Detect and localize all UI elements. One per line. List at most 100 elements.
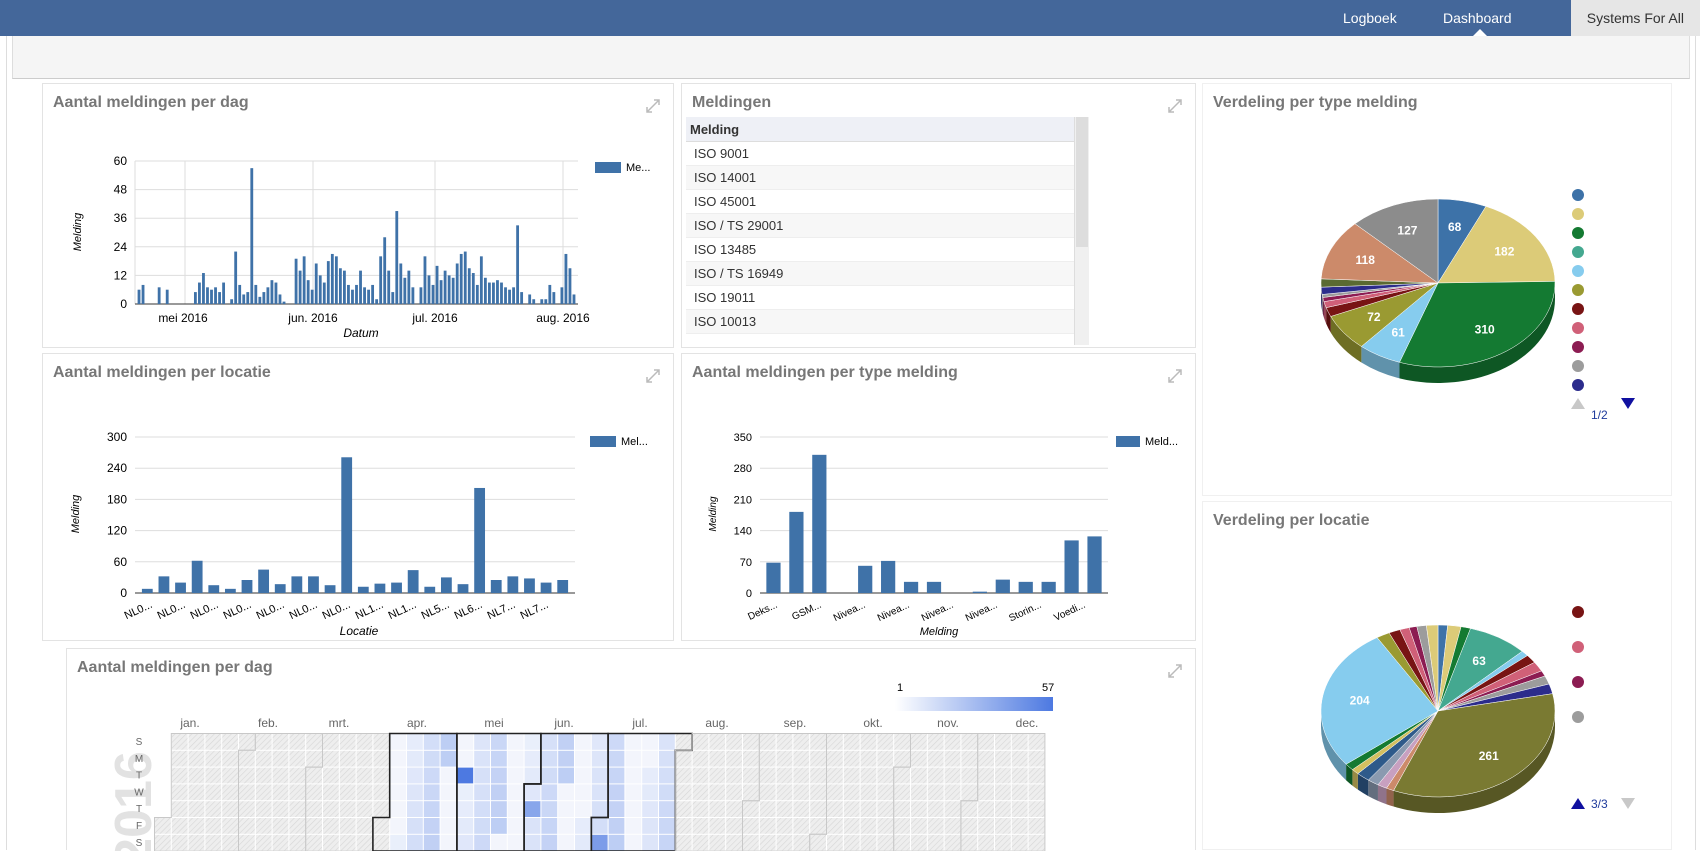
calendar-day-cell[interactable]	[558, 784, 574, 800]
calendar-day-cell[interactable]	[441, 784, 457, 800]
calendar-day-cell[interactable]	[289, 784, 305, 800]
calendar-day-cell[interactable]	[676, 768, 692, 784]
pager-up-icon[interactable]	[1571, 798, 1585, 809]
column-header-melding[interactable]: Melding	[686, 117, 1074, 142]
calendar-day-cell[interactable]	[861, 751, 877, 767]
calendar-day-cell[interactable]	[541, 734, 557, 750]
legend-marker[interactable]	[1572, 189, 1584, 201]
calendar-day-cell[interactable]	[827, 818, 843, 834]
calendar-day-cell[interactable]	[525, 734, 541, 750]
calendar-day-cell[interactable]	[793, 835, 809, 851]
bar[interactable]	[399, 263, 402, 304]
calendar-day-cell[interactable]	[390, 768, 406, 784]
bar[interactable]	[258, 570, 269, 593]
calendar-day-cell[interactable]	[642, 734, 658, 750]
calendar-day-cell[interactable]	[894, 835, 910, 851]
bar[interactable]	[532, 299, 535, 304]
calendar-day-cell[interactable]	[861, 768, 877, 784]
bar[interactable]	[904, 582, 918, 593]
bar[interactable]	[452, 278, 455, 304]
calendar-day-cell[interactable]	[676, 835, 692, 851]
bar[interactable]	[569, 268, 572, 304]
expand-icon[interactable]	[1167, 98, 1183, 114]
calendar-day-cell[interactable]	[407, 835, 423, 851]
calendar-day-cell[interactable]	[273, 784, 289, 800]
bar[interactable]	[573, 294, 576, 304]
calendar-day-cell[interactable]	[239, 818, 255, 834]
calendar-day-cell[interactable]	[894, 734, 910, 750]
bar[interactable]	[500, 283, 503, 304]
calendar-day-cell[interactable]	[474, 835, 490, 851]
bar[interactable]	[484, 278, 487, 304]
bar[interactable]	[444, 271, 447, 304]
legend-label[interactable]: Meld...	[1145, 436, 1178, 448]
calendar-day-cell[interactable]	[424, 784, 440, 800]
calendar-day-cell[interactable]	[961, 751, 977, 767]
bar[interactable]	[1087, 536, 1101, 593]
calendar-day-cell[interactable]	[642, 801, 658, 817]
calendar-day-cell[interactable]	[1029, 734, 1045, 750]
bar[interactable]	[496, 280, 499, 304]
calendar-day-cell[interactable]	[558, 801, 574, 817]
calendar-day-cell[interactable]	[491, 751, 507, 767]
legend-marker[interactable]	[1572, 227, 1584, 239]
calendar-day-cell[interactable]	[357, 784, 373, 800]
calendar-day-cell[interactable]	[172, 734, 188, 750]
calendar-day-cell[interactable]	[911, 835, 927, 851]
calendar-day-cell[interactable]	[306, 818, 322, 834]
bar[interactable]	[395, 211, 398, 304]
table-row[interactable]: ISO 19011	[686, 286, 1074, 310]
calendar-day-cell[interactable]	[894, 801, 910, 817]
calendar-day-cell[interactable]	[323, 818, 339, 834]
bar[interactable]	[303, 256, 306, 304]
bar[interactable]	[250, 168, 253, 304]
calendar-day-cell[interactable]	[810, 751, 826, 767]
calendar-day-cell[interactable]	[625, 784, 641, 800]
calendar-day-cell[interactable]	[827, 768, 843, 784]
calendar-day-cell[interactable]	[323, 835, 339, 851]
calendar-day-cell[interactable]	[205, 751, 221, 767]
calendar-day-cell[interactable]	[592, 784, 608, 800]
bar[interactable]	[307, 280, 310, 304]
bar[interactable]	[456, 263, 459, 304]
bar[interactable]	[973, 592, 987, 593]
bar[interactable]	[411, 287, 414, 304]
bar[interactable]	[540, 299, 543, 304]
bar[interactable]	[468, 268, 471, 304]
calendar-day-cell[interactable]	[340, 801, 356, 817]
calendar-day-cell[interactable]	[625, 801, 641, 817]
bar[interactable]	[295, 259, 298, 304]
calendar-day-cell[interactable]	[189, 801, 205, 817]
bar[interactable]	[291, 576, 302, 593]
table-row[interactable]: ISO 9001	[686, 142, 1074, 166]
calendar-day-cell[interactable]	[558, 818, 574, 834]
calendar-day-cell[interactable]	[1029, 751, 1045, 767]
calendar-day-cell[interactable]	[978, 835, 994, 851]
bar[interactable]	[142, 285, 145, 304]
bar[interactable]	[432, 285, 435, 304]
calendar-day-cell[interactable]	[743, 734, 759, 750]
calendar-day-cell[interactable]	[995, 801, 1011, 817]
calendar-day-cell[interactable]	[525, 835, 541, 851]
bar[interactable]	[552, 292, 555, 304]
bar[interactable]	[424, 256, 427, 304]
bar[interactable]	[472, 273, 475, 304]
calendar-day-cell[interactable]	[239, 801, 255, 817]
calendar-day-cell[interactable]	[273, 818, 289, 834]
calendar-day-cell[interactable]	[693, 768, 709, 784]
bar[interactable]	[565, 254, 568, 304]
calendar-day-cell[interactable]	[575, 818, 591, 834]
calendar-day-cell[interactable]	[928, 734, 944, 750]
company-name[interactable]: Systems For All	[1571, 0, 1700, 36]
calendar-day-cell[interactable]	[642, 768, 658, 784]
calendar-day-cell[interactable]	[172, 835, 188, 851]
bar[interactable]	[508, 290, 511, 304]
bar[interactable]	[246, 292, 249, 304]
calendar-day-cell[interactable]	[693, 784, 709, 800]
calendar-day-cell[interactable]	[289, 734, 305, 750]
calendar-day-cell[interactable]	[424, 801, 440, 817]
calendar-day-cell[interactable]	[978, 801, 994, 817]
scrollbar-thumb[interactable]	[1076, 117, 1088, 247]
bar[interactable]	[407, 271, 410, 304]
calendar-day-cell[interactable]	[457, 801, 473, 817]
